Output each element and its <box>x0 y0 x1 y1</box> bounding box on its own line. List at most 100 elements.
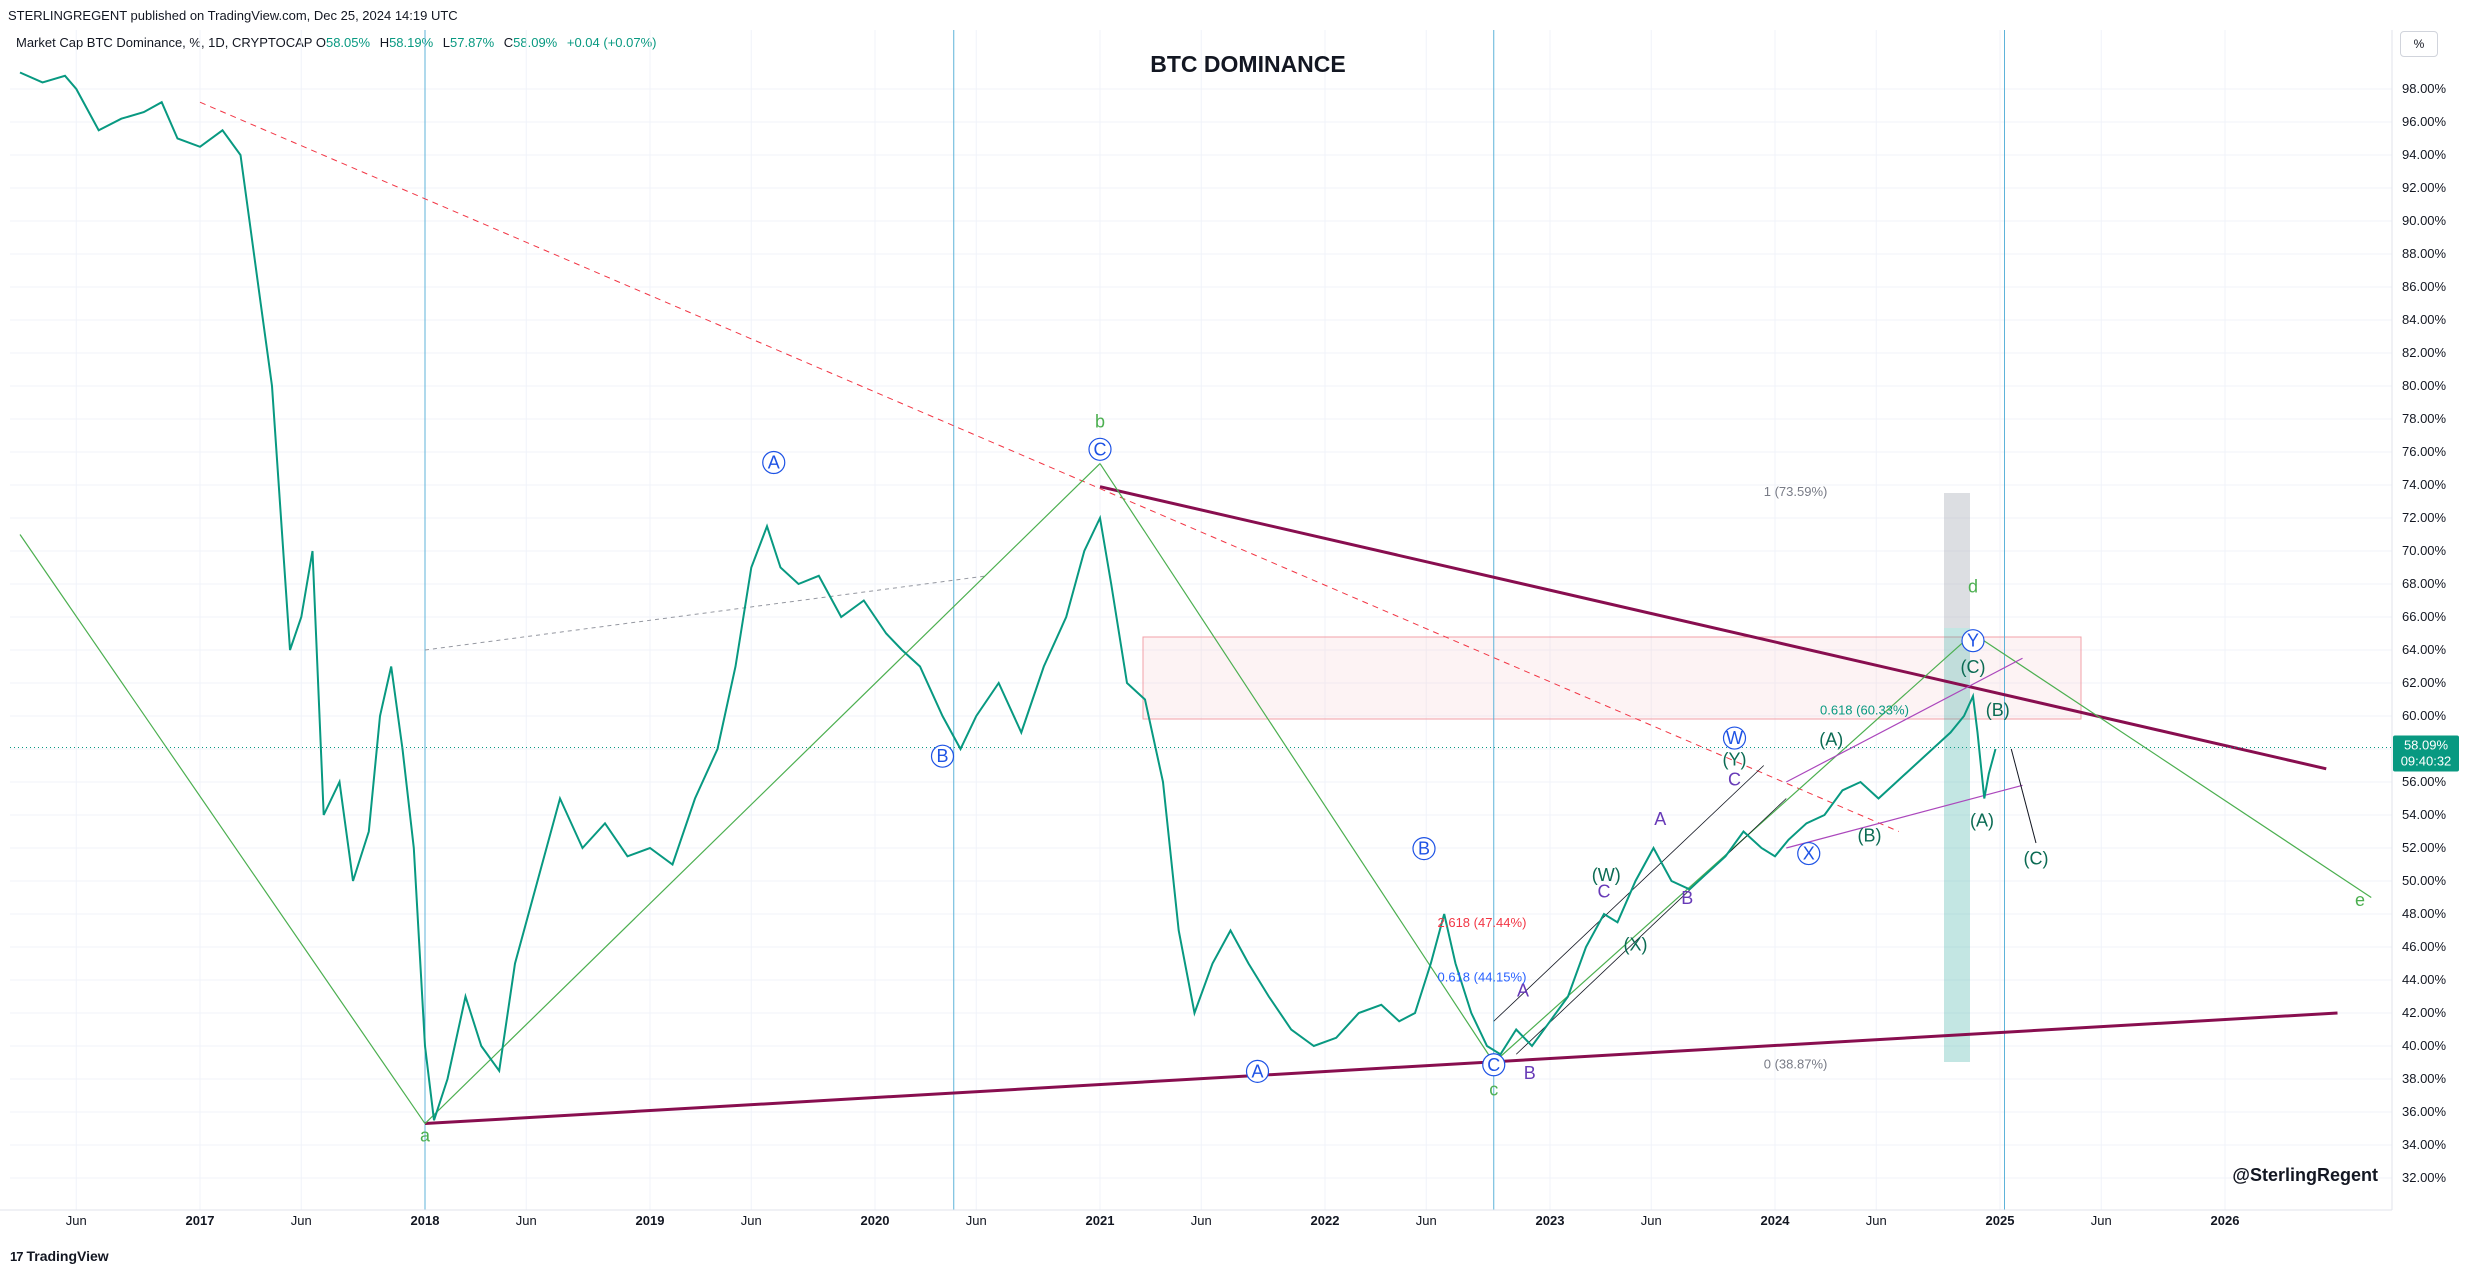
wave-label: C <box>1482 1053 1506 1077</box>
x-tick-label: 2026 <box>2211 1213 2240 1228</box>
percent-scale-button[interactable]: % <box>2400 31 2438 57</box>
wave-label-text: (A) <box>1970 811 1994 831</box>
wave-label-text: (A) <box>1819 730 1843 750</box>
ohlc-close-value: 58.09% <box>513 35 558 50</box>
ohlc-low-label: L <box>442 35 451 50</box>
y-tick-label: 92.00% <box>2402 180 2447 195</box>
y-tick-label: 74.00% <box>2402 477 2447 492</box>
channel-lower-1 <box>1515 798 1787 1055</box>
x-tick-label: Jun <box>66 1213 87 1228</box>
wave-label-circle <box>1797 841 1821 866</box>
wave-label-circle <box>1482 1053 1506 1077</box>
downtrend-dashed-line <box>199 101 1899 832</box>
triangle-upper-line <box>1099 485 2327 771</box>
fib-label: 0.618 (60.33%) <box>1820 703 1909 718</box>
wave-label-circle <box>1412 836 1436 861</box>
y-tick-label: 64.00% <box>2402 642 2447 657</box>
wave-label-text: C <box>1487 1055 1500 1075</box>
wave-label: d <box>1968 576 1978 596</box>
y-tick-label: 48.00% <box>2402 906 2447 921</box>
wave-label: (A) <box>1819 730 1843 750</box>
wave-line-e <box>1972 632 2372 899</box>
wave-line-b <box>424 463 1101 1124</box>
y-tick-label: 98.00% <box>2402 81 2447 96</box>
wave-label: C <box>1728 769 1741 789</box>
tradingview-logo[interactable]: 17 TradingView <box>10 1248 109 1264</box>
change-value: +0.04 (+0.07%) <box>566 35 657 50</box>
price-tag-countdown: 09:40:32 <box>2401 754 2452 769</box>
fib-label: 0.618 (44.15%) <box>1438 970 1527 985</box>
y-tick-label: 42.00% <box>2402 1005 2447 1020</box>
x-tick-label: 2018 <box>411 1213 440 1228</box>
wave-label-text: A <box>1654 809 1666 829</box>
x-tick-label: 2021 <box>1086 1213 1115 1228</box>
wave-label-circle <box>1722 726 1747 750</box>
footer: 17 TradingView <box>0 1238 2475 1268</box>
symbol-legend: Market Cap BTC Dominance, %, 1D, CRYPTOC… <box>16 35 662 50</box>
wave-label: A <box>762 450 786 475</box>
wave-line-a <box>19 534 426 1124</box>
wave-label-circle <box>1245 1059 1270 1083</box>
wave-label: (C) <box>2024 849 2049 869</box>
ohlc-open-label: O <box>315 35 326 50</box>
wave-label: B <box>1412 836 1436 861</box>
y-tick-label: 78.00% <box>2402 411 2447 426</box>
y-tick-label: 66.00% <box>2402 609 2447 624</box>
y-tick-label: 54.00% <box>2402 807 2447 822</box>
wave-label-text: B <box>1681 888 1693 908</box>
x-tick-label: 2020 <box>861 1213 890 1228</box>
fib-labels: 1 (73.59%) 0 (38.87%) 0.618 (60.33%) 2.618 … <box>1438 484 1909 1072</box>
ohlc-close-label: C <box>503 35 514 50</box>
x-axis: Jun 2017 Jun 2018 Jun 2019 Jun 2020 Jun 2021 Jun 20… <box>0 1209 2392 1228</box>
wave-label-text: W <box>1726 728 1743 748</box>
wave-label: (Y) <box>1723 750 1747 770</box>
wave-label: (B) <box>1986 700 2010 720</box>
y-tick-label: 56.00% <box>2402 774 2447 789</box>
y-tick-label: 50.00% <box>2402 873 2447 888</box>
wave-label-text: A <box>768 453 780 473</box>
fib-range-gray <box>1944 493 1970 628</box>
y-tick-label: 34.00% <box>2402 1137 2447 1152</box>
channel-upper-1 <box>1493 765 1765 1022</box>
wave-label-text: (B) <box>1858 825 1882 845</box>
price-chart[interactable]: abcdeABCABCWXYABCABC(W)(X)(Y)(A)(B)(C)(B… <box>0 0 2475 1238</box>
wave-label: (B) <box>1858 825 1882 845</box>
drawing-lines <box>10 101 2392 1126</box>
fib-label: 1 (73.59%) <box>1764 484 1828 499</box>
x-tick-label: Jun <box>2091 1213 2112 1228</box>
projection-c-line <box>2010 748 2037 844</box>
wave-label-text: B <box>1524 1063 1536 1083</box>
wave-line-d <box>1493 633 1974 1063</box>
fib-label: 0 (38.87%) <box>1764 1057 1828 1072</box>
grid-lines <box>10 30 2392 1210</box>
x-tick-label: 2025 <box>1986 1213 2015 1228</box>
x-tick-label: Jun <box>291 1213 312 1228</box>
y-tick-label: 32.00% <box>2402 1170 2447 1185</box>
wave-label-text: A <box>1251 1061 1263 1081</box>
wave-label: c <box>1489 1080 1498 1100</box>
published-info: STERLINGREGENT published on TradingView.… <box>8 8 458 23</box>
y-tick-label: 94.00% <box>2402 147 2447 162</box>
wave-label: b <box>1095 411 1105 431</box>
price-series-line <box>19 71 1997 1121</box>
price-tag-value: 58.09% <box>2404 738 2449 753</box>
ohlc-high-value: 58.19% <box>389 35 434 50</box>
channel-upper-2 <box>1785 657 2023 783</box>
x-tick-label: 2022 <box>1311 1213 1340 1228</box>
fib-range-teal <box>1944 628 1970 1062</box>
x-tick-label: 2019 <box>636 1213 665 1228</box>
wave-label: (C) <box>1961 657 1986 677</box>
x-tick-label: Jun <box>516 1213 537 1228</box>
x-tick-label: Jun <box>966 1213 987 1228</box>
wave-label-text: (C) <box>1961 657 1986 677</box>
wave-label-text: d <box>1968 576 1978 596</box>
y-tick-label: 86.00% <box>2402 279 2447 294</box>
wave-label-text: (B) <box>1986 700 2010 720</box>
wave-label-text: (Y) <box>1723 750 1747 770</box>
wave-label: A <box>1654 809 1666 829</box>
symbol-title[interactable]: Market Cap BTC Dominance, %, 1D, CRYPTOC… <box>16 35 313 50</box>
wave-label: C <box>1088 437 1112 461</box>
wave-label: (A) <box>1970 811 1994 831</box>
wave-label-text: C <box>1598 882 1611 902</box>
tradingview-logo-icon: 17 <box>10 1249 24 1264</box>
